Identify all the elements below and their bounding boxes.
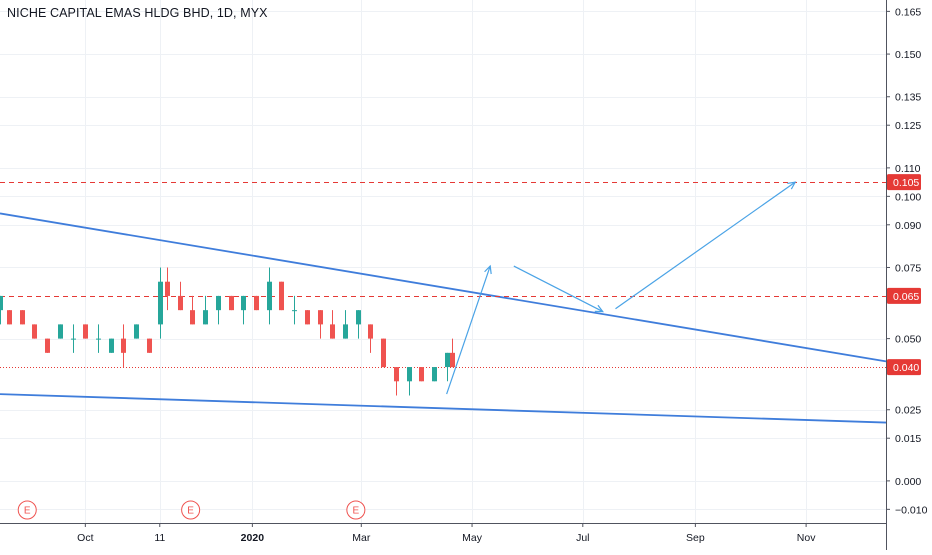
candle-body bbox=[109, 338, 114, 353]
arrow-shaft bbox=[513, 265, 604, 313]
candle-body bbox=[241, 295, 246, 311]
candle-body bbox=[190, 310, 195, 325]
price-axis-panel bbox=[886, 0, 932, 550]
candle-body bbox=[45, 338, 50, 353]
candle-body bbox=[407, 367, 412, 382]
candle-body bbox=[96, 338, 101, 340]
time-tick-label: Oct bbox=[77, 532, 93, 544]
candle-body bbox=[32, 324, 37, 339]
price-tick-label: 0.100 bbox=[895, 191, 921, 203]
time-axis-panel bbox=[0, 523, 886, 550]
projection-arrow bbox=[513, 265, 604, 313]
price-tick-label: 0.110 bbox=[895, 163, 921, 175]
candle-body bbox=[445, 352, 450, 368]
time-tick-label: Sep bbox=[686, 532, 705, 544]
trendline bbox=[0, 393, 887, 424]
price-tick-label: 0.165 bbox=[895, 6, 921, 18]
candle-body bbox=[121, 338, 126, 353]
candle-body bbox=[330, 324, 335, 339]
candle-body bbox=[7, 310, 12, 325]
arrow-head bbox=[484, 264, 492, 275]
projection-arrow bbox=[446, 264, 492, 395]
price-label-text: 0.040 bbox=[893, 362, 919, 374]
earnings-event-marker: E bbox=[346, 500, 366, 520]
earnings-marker-label: E bbox=[353, 506, 360, 517]
price-label-box bbox=[887, 174, 921, 191]
candle-body bbox=[450, 352, 455, 368]
candle-body bbox=[165, 281, 170, 296]
candle-body bbox=[356, 310, 361, 325]
price-label-text: 0.065 bbox=[893, 291, 919, 303]
candle-body bbox=[158, 281, 163, 325]
time-tick-label: 11 bbox=[154, 532, 165, 544]
candle-body bbox=[58, 324, 63, 339]
candle-body bbox=[292, 310, 297, 312]
price-tick-label: 0.025 bbox=[895, 405, 921, 417]
earnings-marker-circle bbox=[346, 500, 366, 520]
candle-body bbox=[229, 295, 234, 311]
price-tick-label: 0.150 bbox=[895, 49, 921, 61]
earnings-marker-label: E bbox=[187, 506, 194, 517]
price-tick-label: 0.075 bbox=[895, 262, 921, 274]
earnings-marker-circle bbox=[17, 500, 37, 520]
arrow-shaft bbox=[446, 265, 491, 395]
price-label-text: 0.105 bbox=[893, 177, 919, 189]
candle-body bbox=[71, 338, 76, 340]
candle-body bbox=[368, 324, 373, 339]
projection-arrow bbox=[615, 181, 797, 310]
trendline bbox=[0, 212, 887, 363]
candle-body bbox=[419, 367, 424, 382]
price-tick-label: 0.000 bbox=[895, 476, 921, 488]
candle-body bbox=[318, 310, 323, 325]
price-tick-label: 0.135 bbox=[895, 92, 921, 104]
candle-body bbox=[432, 367, 437, 382]
arrow-head bbox=[594, 304, 604, 313]
candle-body bbox=[83, 324, 88, 339]
candles bbox=[0, 267, 455, 396]
arrow-shaft bbox=[615, 181, 796, 310]
grid-lines bbox=[0, 0, 886, 523]
price-tick-label: 0.125 bbox=[895, 120, 921, 132]
candle-body bbox=[381, 338, 386, 368]
candle-body bbox=[178, 295, 183, 311]
price-tick-label: −0.010 bbox=[895, 504, 928, 516]
earnings-event-marker: E bbox=[17, 500, 37, 520]
time-tick-label: Jul bbox=[576, 532, 589, 544]
candle-body bbox=[147, 338, 152, 353]
candle-body bbox=[254, 295, 259, 311]
price-tick-label: 0.050 bbox=[895, 334, 921, 346]
earnings-event-marker: E bbox=[181, 500, 201, 520]
candle-body bbox=[216, 295, 221, 311]
time-tick-label: Nov bbox=[797, 532, 816, 544]
candle-body bbox=[343, 324, 348, 339]
candle-body bbox=[305, 310, 310, 325]
time-tick-label: May bbox=[462, 532, 483, 544]
earnings-marker-circle bbox=[181, 500, 201, 520]
candle-body bbox=[267, 281, 272, 311]
time-tick-label: Mar bbox=[352, 532, 371, 544]
time-tick-label: 2020 bbox=[241, 532, 265, 544]
price-tick-label: 0.090 bbox=[895, 220, 921, 232]
symbol-title: NICHE CAPITAL EMAS HLDG BHD, 1D, MYX bbox=[7, 6, 268, 20]
candle-body bbox=[203, 310, 208, 325]
candle-body bbox=[394, 367, 399, 382]
arrow-head bbox=[787, 181, 797, 190]
candle-body bbox=[134, 324, 139, 339]
candle-body bbox=[0, 295, 3, 311]
earnings-marker-label: E bbox=[24, 506, 31, 517]
price-label-box bbox=[887, 359, 921, 376]
price-label-box bbox=[887, 287, 921, 304]
candle-body bbox=[20, 310, 25, 325]
candle-body bbox=[279, 281, 284, 311]
price-tick-label: 0.015 bbox=[895, 433, 921, 445]
